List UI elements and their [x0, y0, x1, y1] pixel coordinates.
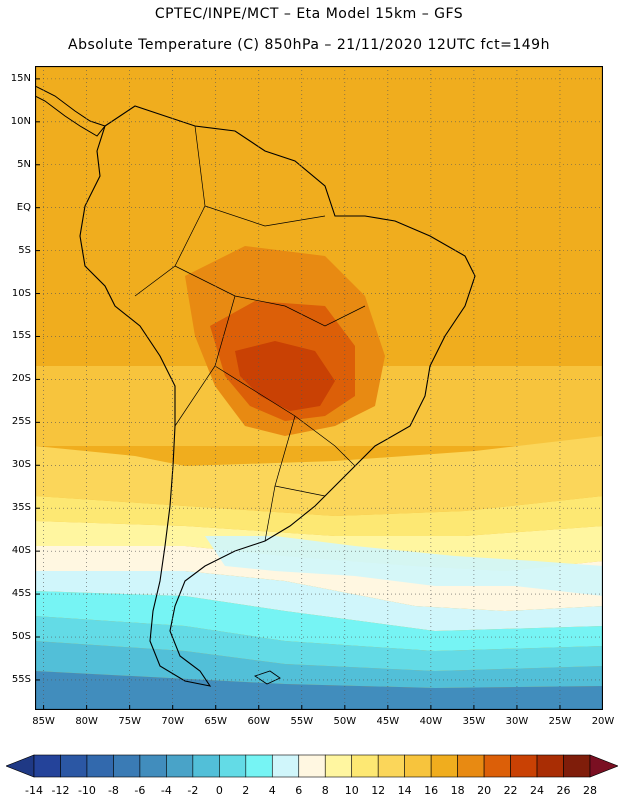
- map-frame: [35, 66, 603, 710]
- colorbar-swatch: [113, 754, 141, 778]
- field-band-m6-m2: [35, 671, 603, 710]
- lon-label: 55W: [290, 716, 314, 727]
- central-america-coastline: [35, 85, 106, 137]
- colorbar-swatch: [271, 754, 300, 778]
- field-band-6-8: [35, 546, 603, 611]
- colorbar-label: -10: [77, 784, 96, 797]
- lat-label: 45S: [11, 588, 31, 600]
- colorbar-under-arrow: [5, 754, 35, 778]
- colorbar-swatch: [33, 754, 61, 778]
- colorbar-label: 22: [503, 784, 518, 797]
- colorbar-label: 2: [242, 784, 250, 797]
- map-subtitle: Absolute Temperature (C) 850hPa – 21/11/…: [68, 37, 550, 53]
- lon-label: 75W: [118, 716, 141, 727]
- colorbar-label: -6: [134, 784, 146, 797]
- lat-label: 50S: [11, 631, 31, 642]
- colorbar-label: -12: [51, 784, 70, 797]
- field-band-12-14: [35, 436, 603, 516]
- field-band-cool-tongue: [205, 536, 603, 596]
- colorbar-swatch: [377, 754, 405, 778]
- lat-label: 10N: [10, 115, 31, 127]
- lat-label: 20S: [11, 373, 31, 385]
- lon-label: 85W: [32, 716, 55, 727]
- lat-label: 55S: [11, 673, 31, 685]
- lat-label: 5S: [18, 244, 31, 256]
- lon-label: 65W: [204, 716, 228, 727]
- colorbar-swatch: [483, 754, 511, 778]
- colorbar-swatch: [404, 754, 432, 778]
- axis-ticks: [35, 78, 603, 710]
- colorbar-label: 8: [321, 784, 329, 797]
- lon-label: 70W: [161, 716, 184, 727]
- colorbar-swatch: [86, 754, 114, 778]
- colorbar-swatch: [166, 754, 194, 778]
- colorbar-label: -2: [187, 784, 199, 797]
- field-band-2-4: [35, 591, 603, 651]
- colorbar-label: 24: [530, 784, 545, 797]
- lat-label: 5N: [17, 158, 31, 170]
- falklands-coastline: [253, 670, 281, 685]
- colorbar-swatch: [219, 754, 247, 778]
- field-band-10-12: [35, 496, 603, 536]
- colorbar-label: 16: [424, 784, 439, 797]
- lon-label: 60W: [247, 716, 271, 727]
- colorbar-label: 28: [583, 784, 597, 797]
- map-title: CPTEC/INPE/MCT – Eta Model 15km – GFS: [154, 6, 464, 22]
- lon-label: 45W: [376, 716, 400, 727]
- colorbar-label: 10: [344, 784, 359, 797]
- colorbar-swatch: [536, 754, 564, 778]
- colorbar-over-arrow: [589, 754, 618, 778]
- colorbar-label: -14: [25, 784, 43, 797]
- colorbar-label: 14: [397, 784, 412, 797]
- colorbar-swatch: [324, 754, 353, 778]
- colorbar-label: 4: [268, 784, 276, 797]
- colorbar-swatch: [245, 754, 273, 778]
- lat-lon-grid: [35, 66, 603, 710]
- colorbar-swatch: [192, 754, 220, 778]
- colorbar-label: 26: [556, 784, 571, 797]
- colorbar-swatches: [5, 754, 618, 778]
- colorbar-swatch: [60, 754, 88, 778]
- colorbar-label: 6: [295, 784, 303, 797]
- colorbar-swatch: [563, 754, 591, 778]
- lon-label: 30W: [505, 716, 529, 727]
- field-band-0-2: [35, 616, 603, 671]
- colorbar-swatch: [139, 754, 167, 778]
- colorbar-swatch: [510, 754, 538, 778]
- colorbar-swatch: [351, 754, 379, 778]
- lat-label: 25S: [11, 416, 31, 428]
- country-borders: [134, 125, 366, 542]
- lon-label: 20W: [591, 716, 615, 727]
- colorbar-label: 0: [215, 784, 223, 797]
- colorbar-label: -4: [160, 784, 172, 797]
- colorbar-swatch: [457, 754, 485, 778]
- temperature-field: [35, 66, 603, 710]
- lon-label: 80W: [75, 716, 98, 727]
- lat-label: 15N: [10, 72, 31, 84]
- lat-label: 30S: [11, 459, 31, 471]
- lon-label: 50W: [333, 716, 357, 727]
- colorbar-label: -8: [107, 784, 119, 797]
- lat-label: 15S: [11, 330, 31, 342]
- south-america-coastline: [79, 105, 476, 687]
- colorbar-label: 18: [450, 784, 465, 797]
- lat-label: 40S: [11, 545, 31, 557]
- lat-label: 10S: [11, 287, 31, 299]
- lat-label: 35S: [11, 502, 31, 514]
- field-band-22-24: [235, 341, 335, 411]
- colorbar-swatch: [430, 754, 458, 778]
- colorbar-label: 12: [371, 784, 386, 797]
- field-band-4-6: [35, 571, 603, 631]
- lon-label: 40W: [419, 716, 443, 727]
- colorbar-swatch: [298, 754, 326, 778]
- lon-label: 35W: [462, 716, 486, 727]
- colorbar: -14 -12 -10 -8 -6 -4 -2 0 2 4 6 8 10 12 14 16 18 20 22 24 26…: [5, 752, 618, 800]
- lat-label: EQ: [16, 201, 31, 213]
- colorbar-label: 20: [477, 784, 492, 797]
- lon-label: 25W: [548, 716, 572, 727]
- temperature-map: [35, 66, 603, 710]
